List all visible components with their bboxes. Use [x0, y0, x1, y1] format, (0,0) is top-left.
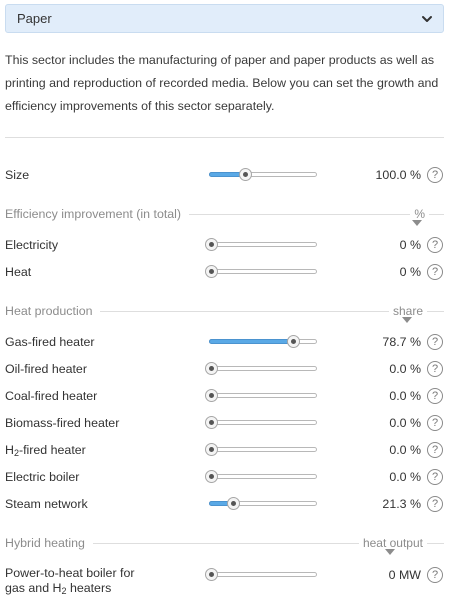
size-value: 100.0 % [375, 168, 421, 182]
row-value: 21.3 % [382, 497, 421, 511]
heat-row-biomass: Biomass-fired heater 0.0 % ? [0, 415, 449, 435]
row-value: 78.7 % [382, 335, 421, 349]
heat-efficiency-slider[interactable] [205, 265, 317, 279]
help-icon[interactable]: ? [427, 167, 443, 183]
sector-dropdown[interactable]: Paper [5, 4, 444, 33]
unit-toggle-arrow-icon[interactable] [412, 220, 422, 226]
sector-dropdown-label: Paper [17, 11, 52, 26]
heat-production-title: Heat production [5, 303, 101, 319]
row-label: Biomass-fired heater [5, 416, 120, 430]
size-label: Size [5, 168, 30, 182]
slider-handle[interactable] [205, 470, 218, 483]
gas-heater-slider[interactable] [209, 335, 317, 349]
heat-production-section-header: Heat production share [0, 303, 449, 323]
slider-fill [209, 339, 293, 344]
slider-handle[interactable] [227, 497, 241, 510]
row-label: Gas-fired heater [5, 335, 95, 349]
row-label: Heat [5, 265, 32, 279]
efficiency-row-heat: Heat 0 % ? [0, 264, 449, 284]
help-icon[interactable]: ? [427, 415, 443, 431]
size-slider[interactable] [209, 168, 317, 182]
chevron-down-icon [422, 15, 432, 22]
efficiency-title: Efficiency improvement (in total) [5, 206, 190, 222]
help-icon[interactable]: ? [427, 567, 443, 583]
help-icon[interactable]: ? [427, 334, 443, 350]
row-label: H2-fired heater [5, 443, 86, 458]
row-value: 0 % [399, 265, 421, 279]
unit-toggle-arrow-icon[interactable] [402, 317, 412, 323]
row-value: 0 % [399, 238, 421, 252]
slider-handle[interactable] [205, 389, 218, 402]
hybrid-heating-title: Hybrid heating [5, 535, 93, 551]
help-icon[interactable]: ? [427, 496, 443, 512]
sector-description: This sector includes the manufacturing o… [5, 53, 439, 113]
row-label: Coal-fired heater [5, 389, 98, 403]
coal-heater-slider[interactable] [205, 389, 317, 403]
row-label: Electricity [5, 238, 59, 252]
help-icon[interactable]: ? [427, 237, 443, 253]
hydrogen-heater-slider[interactable] [205, 443, 317, 457]
divider [5, 137, 444, 138]
row-value: 0 MW [388, 568, 421, 582]
power-to-heat-slider[interactable] [205, 568, 317, 582]
slider-handle[interactable] [205, 443, 218, 456]
row-label: Oil-fired heater [5, 362, 87, 376]
electricity-slider[interactable] [205, 238, 317, 252]
help-icon[interactable]: ? [427, 361, 443, 377]
steam-network-slider[interactable] [209, 497, 317, 511]
help-icon[interactable]: ? [427, 469, 443, 485]
help-icon[interactable]: ? [427, 442, 443, 458]
heat-row-coal: Coal-fired heater 0.0 % ? [0, 388, 449, 408]
heat-row-hydrogen: H2-fired heater 0.0 % ? [0, 442, 449, 462]
hybrid-row-power-to-heat: Power-to-heat boiler for gas and H2 heate… [0, 566, 449, 598]
row-label: Power-to-heat boiler for gas and H2 heate… [5, 566, 135, 596]
oil-heater-slider[interactable] [205, 362, 317, 376]
heat-row-gas: Gas-fired heater 78.7 % ? [0, 334, 449, 354]
biomass-heater-slider[interactable] [205, 416, 317, 430]
electric-boiler-slider[interactable] [205, 470, 317, 484]
slider-handle[interactable] [205, 265, 218, 278]
slider-handle[interactable] [205, 568, 218, 581]
slider-handle[interactable] [205, 416, 218, 429]
efficiency-unit[interactable]: % [410, 206, 429, 222]
efficiency-section-header: Efficiency improvement (in total) % [0, 206, 449, 226]
row-label: Steam network [5, 497, 88, 511]
row-label: Electric boiler [5, 470, 80, 484]
heat-row-oil: Oil-fired heater 0.0 % ? [0, 361, 449, 381]
hybrid-heating-unit[interactable]: heat output [358, 535, 427, 551]
efficiency-row-electricity: Electricity 0 % ? [0, 237, 449, 257]
heat-row-steam-network: Steam network 21.3 % ? [0, 496, 449, 516]
row-value: 0.0 % [389, 470, 421, 484]
slider-handle[interactable] [205, 238, 218, 251]
heat-production-unit[interactable]: share [388, 303, 427, 319]
row-value: 0.0 % [389, 443, 421, 457]
size-row: Size 100.0 % ? [0, 167, 449, 187]
heat-row-electric-boiler: Electric boiler 0.0 % ? [0, 469, 449, 489]
row-value: 0.0 % [389, 416, 421, 430]
slider-handle[interactable] [239, 168, 253, 181]
unit-toggle-arrow-icon[interactable] [385, 549, 395, 555]
row-value: 0.0 % [389, 389, 421, 403]
slider-handle[interactable] [286, 335, 300, 348]
help-icon[interactable]: ? [427, 388, 443, 404]
hybrid-heating-section-header: Hybrid heating heat output [0, 535, 449, 555]
slider-handle[interactable] [205, 362, 218, 375]
row-value: 0.0 % [389, 362, 421, 376]
help-icon[interactable]: ? [427, 264, 443, 280]
